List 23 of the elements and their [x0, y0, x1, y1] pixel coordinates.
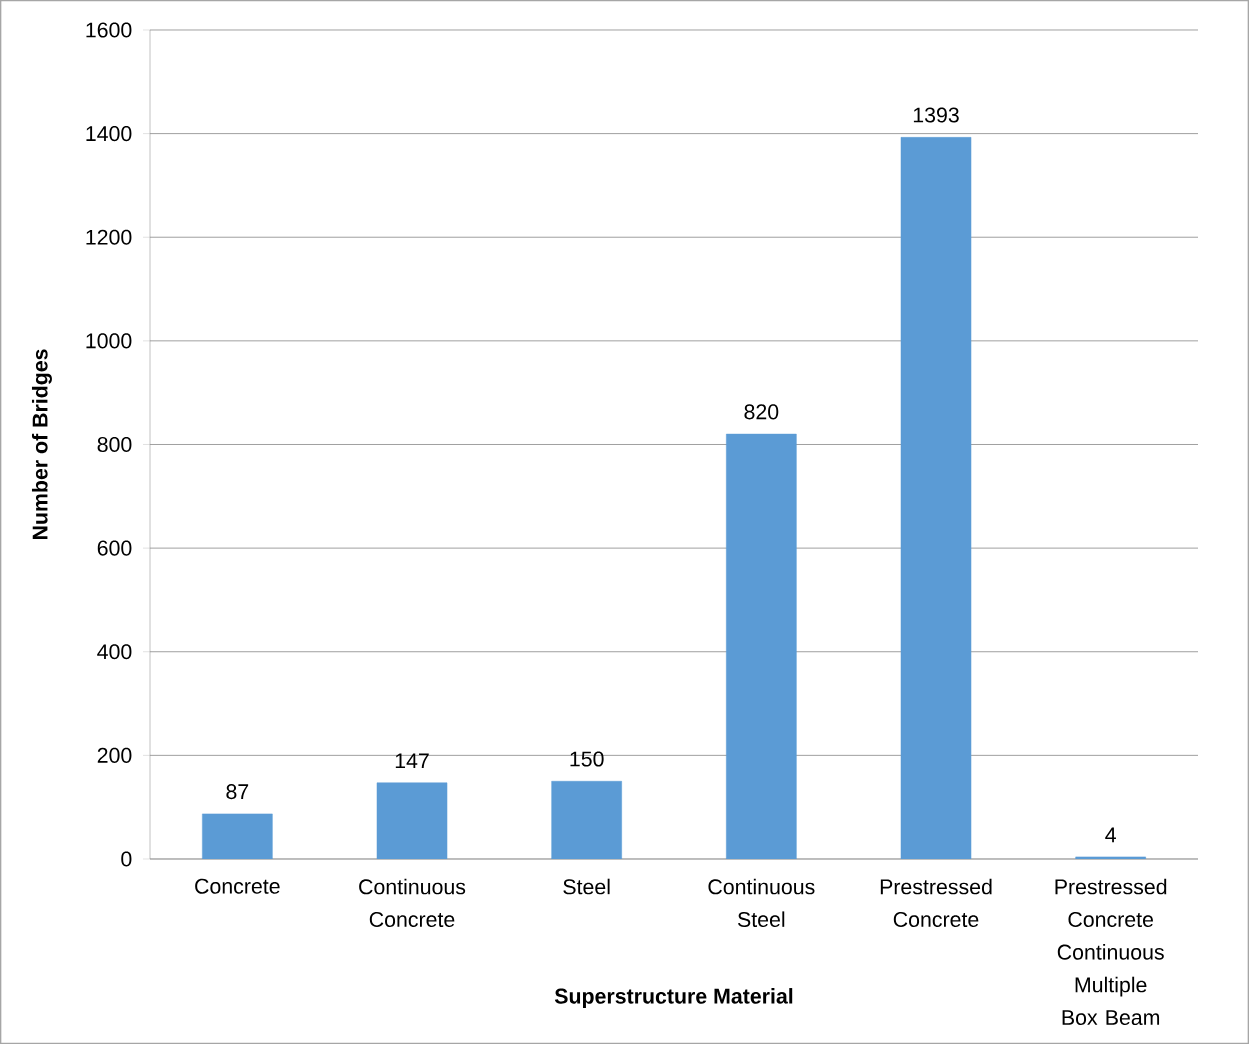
- x-tick-label: Continuous Concrete: [359, 878, 466, 928]
- data-label: 147: [395, 753, 429, 769]
- y-tick-label: 1200: [86, 229, 132, 245]
- x-axis-title: Superstructure Material: [554, 988, 793, 1008]
- x-tick-label: Steel: [563, 878, 610, 895]
- y-tick-label: 400: [97, 644, 132, 660]
- y-tick-label: 800: [97, 436, 132, 453]
- y-tick-label: 200: [97, 747, 132, 763]
- y-tick-label: 1000: [86, 333, 132, 349]
- y-tick-label: 600: [97, 540, 132, 556]
- data-label: 4: [1105, 827, 1116, 843]
- data-label: 1393: [913, 107, 959, 123]
- y-tick-label: 0: [121, 851, 132, 867]
- y-tick-label: 1400: [86, 126, 132, 142]
- data-label: 150: [570, 751, 604, 767]
- data-label: 820: [744, 404, 779, 420]
- y-tick-label: 1600: [86, 22, 132, 38]
- x-tick-label: Prestressed Concrete: [880, 878, 992, 928]
- data-label: 87: [226, 784, 249, 800]
- x-tick-label: Concrete: [195, 878, 280, 894]
- x-tick-label: Prestressed Concrete Continuous Multiple Box Beam: [1055, 878, 1167, 1026]
- x-tick-label: Continuous Steel: [708, 878, 815, 928]
- y-axis-title: Number of Bridges: [31, 349, 52, 540]
